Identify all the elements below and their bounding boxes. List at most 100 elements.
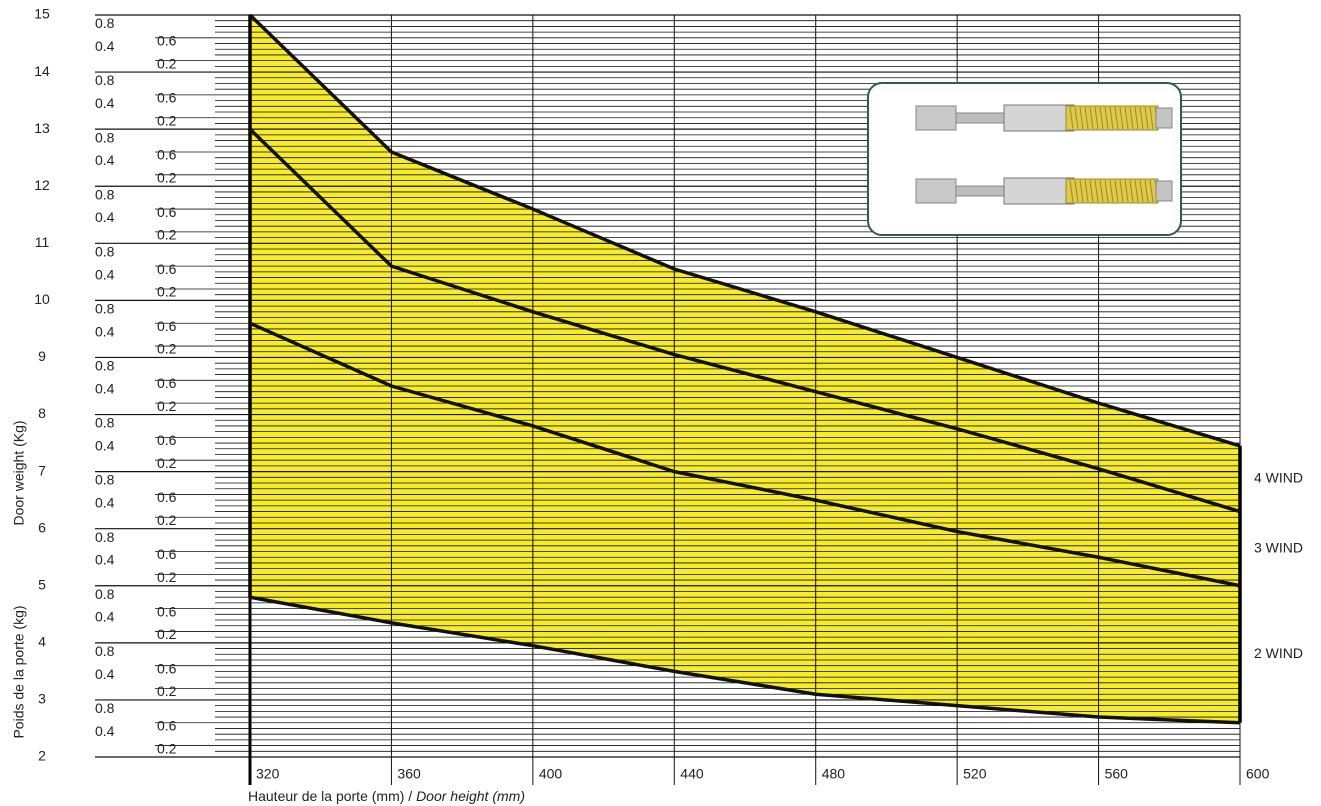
mechanism-end bbox=[1155, 180, 1173, 202]
minor-tick-label: 0.2 bbox=[157, 569, 177, 585]
series-label: 3 WIND bbox=[1254, 539, 1303, 555]
spring-coil bbox=[1119, 179, 1124, 203]
x-tick-label: 520 bbox=[963, 766, 987, 782]
y-tick-label: 13 bbox=[34, 120, 50, 136]
minor-tick-label: 0.6 bbox=[157, 660, 177, 676]
minor-tick-label: 0.4 bbox=[95, 38, 115, 54]
minor-tick-label: 0.6 bbox=[157, 432, 177, 448]
x-tick-label: 480 bbox=[822, 766, 846, 782]
inset-image bbox=[867, 82, 1182, 236]
minor-tick-label: 0.6 bbox=[157, 90, 177, 106]
minor-tick-label: 0.6 bbox=[157, 261, 177, 277]
x-axis-title-fr: Hauteur de la porte (mm) / bbox=[248, 788, 412, 804]
series-line bbox=[248, 127, 1241, 514]
spring-coil bbox=[1079, 106, 1084, 130]
y-tick-label: 4 bbox=[38, 634, 46, 650]
minor-tick-label: 0.8 bbox=[95, 72, 115, 88]
minor-tick-label: 0.8 bbox=[95, 243, 115, 259]
minor-tick-label: 0.6 bbox=[157, 375, 177, 391]
x-tick-label: 400 bbox=[539, 766, 563, 782]
minor-tick-label: 0.8 bbox=[95, 358, 115, 374]
spring-coil bbox=[1124, 179, 1129, 203]
minor-tick-label: 0.4 bbox=[95, 437, 115, 453]
spring-coil bbox=[1129, 106, 1134, 130]
minor-tick-label: 0.4 bbox=[95, 666, 115, 682]
spring-coil bbox=[1134, 179, 1139, 203]
minor-tick-label: 0.8 bbox=[95, 129, 115, 145]
spring-coil bbox=[1149, 106, 1154, 130]
minor-tick-label: 0.2 bbox=[157, 740, 177, 756]
spring-coil bbox=[1109, 179, 1114, 203]
minor-tick-label: 0.2 bbox=[157, 112, 177, 128]
minor-tick-label: 0.2 bbox=[157, 227, 177, 243]
minor-tick-label: 0.6 bbox=[157, 204, 177, 220]
spring-coil bbox=[1104, 179, 1109, 203]
spring-coil bbox=[1084, 106, 1089, 130]
minor-tick-label: 0.4 bbox=[95, 609, 115, 625]
spring-coil bbox=[1074, 106, 1079, 130]
spring-coil bbox=[1119, 106, 1124, 130]
minor-tick-label: 0.8 bbox=[95, 643, 115, 659]
minor-tick-label: 0.8 bbox=[95, 529, 115, 545]
minor-tick-label: 0.8 bbox=[95, 15, 115, 31]
spring-coil bbox=[1094, 179, 1099, 203]
minor-tick-label: 0.4 bbox=[95, 323, 115, 339]
spring-coil bbox=[1109, 106, 1114, 130]
mechanism-body bbox=[1003, 104, 1075, 132]
series-line bbox=[249, 595, 1241, 725]
minor-tick-label: 0.6 bbox=[157, 147, 177, 163]
spring-coil bbox=[1134, 106, 1139, 130]
minor-tick-label: 0.4 bbox=[95, 209, 115, 225]
mechanism-base bbox=[915, 178, 957, 204]
minor-tick-label: 0.6 bbox=[157, 603, 177, 619]
y-tick-label: 3 bbox=[38, 691, 46, 707]
spring-coil bbox=[1089, 179, 1094, 203]
spring-coil bbox=[1089, 106, 1094, 130]
minor-tick-label: 0.8 bbox=[95, 301, 115, 317]
minor-tick-label: 0.4 bbox=[95, 495, 115, 511]
y-tick-label: 7 bbox=[38, 462, 46, 478]
y-axis-title: Poids de la porte (kg) bbox=[11, 605, 27, 738]
minor-tick-label: 0.2 bbox=[157, 683, 177, 699]
mechanism-body bbox=[1003, 177, 1075, 205]
x-axis-title: Hauteur de la porte (mm) / Door height (… bbox=[248, 788, 525, 804]
spring-coil bbox=[1069, 179, 1074, 203]
y-tick-label: 8 bbox=[38, 405, 46, 421]
y-tick-label: 12 bbox=[34, 177, 50, 193]
minor-tick-label: 0.8 bbox=[95, 700, 115, 716]
spring-coil bbox=[1114, 179, 1119, 203]
spring-coil bbox=[1124, 106, 1129, 130]
y-tick-label: 5 bbox=[38, 576, 46, 592]
y-tick-label: 2 bbox=[38, 748, 46, 764]
spring-coil bbox=[1099, 179, 1104, 203]
minor-tick-label: 0.4 bbox=[95, 95, 115, 111]
minor-tick-label: 0.4 bbox=[95, 266, 115, 282]
spring-coil bbox=[1104, 106, 1109, 130]
y-tick-label: 15 bbox=[34, 6, 50, 22]
spring-coil bbox=[1139, 179, 1144, 203]
y-tick-label: 11 bbox=[35, 234, 50, 250]
spring-coil bbox=[1149, 179, 1154, 203]
spring-coil bbox=[1079, 179, 1084, 203]
minor-tick-label: 0.2 bbox=[157, 55, 177, 71]
mechanism-base bbox=[915, 105, 957, 131]
x-tick-label: 600 bbox=[1246, 766, 1270, 782]
minor-tick-label: 0.2 bbox=[157, 626, 177, 642]
x-tick-label: 440 bbox=[680, 766, 704, 782]
minor-tick-label: 0.8 bbox=[95, 586, 115, 602]
spring-coil bbox=[1144, 106, 1149, 130]
x-tick-label: 560 bbox=[1105, 766, 1129, 782]
minor-tick-label: 0.6 bbox=[157, 546, 177, 562]
minor-tick-label: 0.2 bbox=[157, 455, 177, 471]
series-line bbox=[248, 13, 1241, 448]
minor-tick-label: 0.4 bbox=[95, 380, 115, 396]
series-label: 4 WIND bbox=[1254, 469, 1303, 485]
minor-tick-label: 0.6 bbox=[157, 717, 177, 733]
minor-tick-label: 0.8 bbox=[95, 415, 115, 431]
mechanism-end bbox=[1155, 107, 1173, 129]
spring-coil bbox=[1094, 106, 1099, 130]
spring-coil bbox=[1074, 179, 1079, 203]
minor-tick-label: 0.2 bbox=[157, 512, 177, 528]
x-tick-label: 360 bbox=[397, 766, 421, 782]
